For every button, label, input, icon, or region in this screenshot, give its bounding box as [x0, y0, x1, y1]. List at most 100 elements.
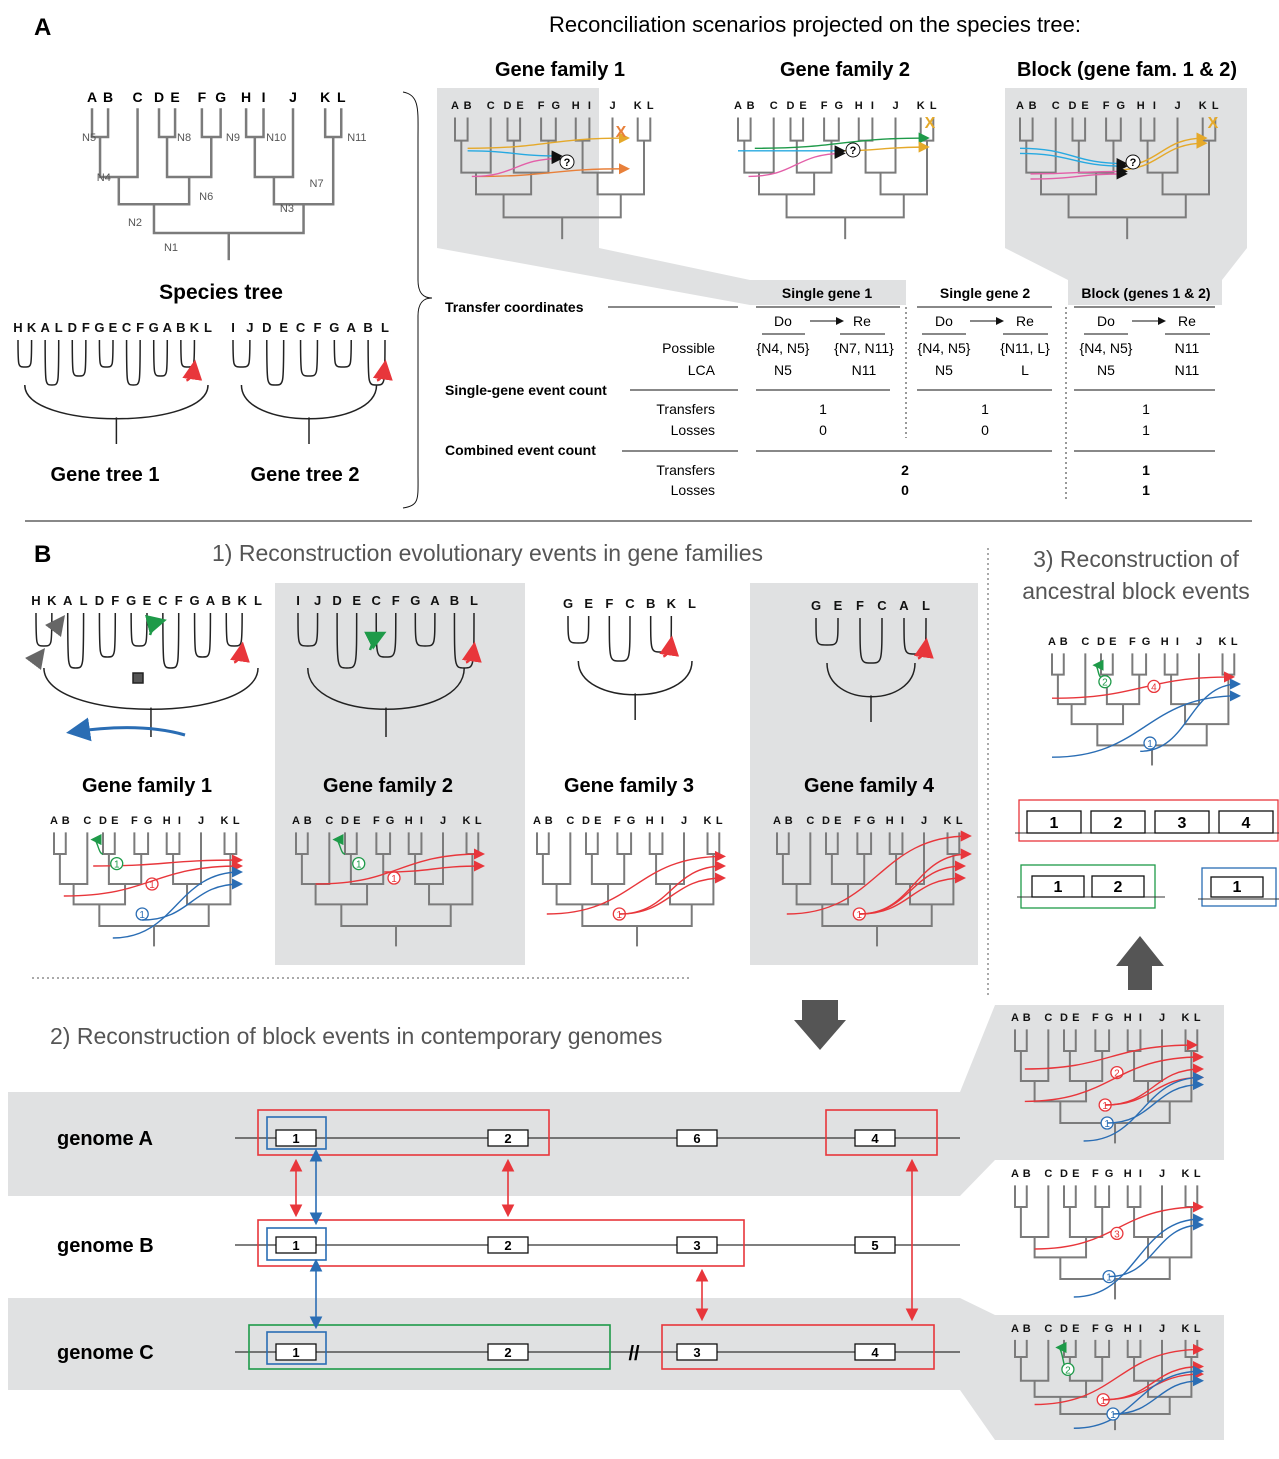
- table-col-head-2: Single gene 2: [940, 285, 1030, 301]
- species-tree-branch: [536, 832, 550, 855]
- gene-leaf-J: J: [246, 320, 253, 335]
- leaf-label-K: K: [463, 815, 471, 827]
- gene-leaf-C: C: [625, 596, 635, 611]
- leaf-label-B: B: [747, 100, 755, 112]
- lca-cell: N5: [935, 362, 953, 378]
- species-tree-branch: [616, 832, 633, 855]
- ancestral-species-tree: A B C D E F G H I J K L 4 1 2: [1048, 636, 1241, 766]
- event-number: 1: [139, 910, 145, 921]
- gene-tree-branch: [152, 339, 169, 377]
- species-tree-branch: [823, 117, 840, 142]
- node-label-N7: N7: [310, 178, 324, 190]
- gene-box-label: 6: [693, 1131, 700, 1146]
- gene-box-label: 1: [1054, 879, 1063, 896]
- event-number: 1: [1106, 1273, 1112, 1284]
- gene-leaf-J: J: [314, 593, 321, 608]
- mini-species-trees: A B C D E F G H I J K L?XA B C D E F G H I J K L?XA B C D E F G H I J K L…: [50, 100, 1241, 1431]
- species-tree-branch: [590, 854, 626, 885]
- leaf-label-E: E: [353, 815, 360, 827]
- re-label-3: Re: [1178, 313, 1196, 329]
- leaf-label-B: B: [1023, 1012, 1031, 1024]
- gene-box: [1091, 875, 1145, 898]
- gene-box: [487, 1236, 529, 1254]
- species-tree-branch: [1100, 653, 1114, 676]
- gene-box-label: 4: [871, 1131, 879, 1146]
- event-number-circle: [110, 856, 124, 871]
- transfer-curve: [1019, 152, 1128, 172]
- species-leaf-D: D: [154, 89, 164, 105]
- leaf-label-B: B: [304, 815, 312, 827]
- transfer-curve: [619, 872, 726, 915]
- event-number: 4: [1151, 682, 1157, 693]
- leaf-label-B: B: [464, 100, 472, 112]
- table-col-head-3: Block (genes 1 & 2): [1081, 285, 1210, 301]
- species-tree-branch: [1056, 653, 1087, 706]
- gene-leaf-D: D: [68, 320, 77, 335]
- species-tree-branch: [857, 117, 874, 142]
- gene-box-label: 4: [1242, 815, 1251, 832]
- event-number-circle: [352, 856, 366, 871]
- combined-losses-block: 1: [1142, 482, 1150, 498]
- event-number-circle: [1110, 1226, 1124, 1241]
- re-label-2: Re: [1016, 313, 1034, 329]
- transfer-curve: [1116, 137, 1208, 171]
- transfer-arrow: [372, 359, 393, 382]
- transfer-curve: [619, 860, 726, 915]
- event-number-circle: [1098, 675, 1112, 689]
- node-label-N1: N1: [164, 242, 178, 254]
- gene-leaf-A: A: [40, 320, 50, 335]
- gene-box: [676, 1343, 718, 1361]
- up-arrow-icon: [1116, 936, 1164, 990]
- transfer-curve: [1107, 1079, 1204, 1124]
- gene-leaf-B: B: [363, 320, 372, 335]
- leaf-label-H: H: [572, 100, 580, 112]
- do-label-2: Do: [935, 313, 953, 329]
- leaf-label-D: D: [1069, 100, 1077, 112]
- gene-leaf-G: G: [329, 320, 339, 335]
- question-mark: ?: [1130, 157, 1137, 169]
- leaf-label-D: D: [99, 815, 107, 827]
- leaf-label-G: G: [1105, 1012, 1114, 1024]
- gene-tree-branch: [17, 339, 33, 368]
- gene-box-label: 3: [693, 1238, 700, 1253]
- node-label-N5: N5: [82, 132, 96, 144]
- ancestral-blocks: 1 2 3 4 1 2 1: [1015, 799, 1279, 909]
- leaf-label-F: F: [1129, 636, 1136, 648]
- panel-a-letter: A: [34, 14, 51, 41]
- gene-box: [854, 1236, 896, 1254]
- leaf-label-J: J: [892, 100, 898, 112]
- leaf-label-G: G: [1117, 100, 1126, 112]
- gene-tree-backbone: [43, 667, 259, 710]
- event-number-circle: [145, 877, 159, 891]
- leaf-label-A: A: [773, 815, 781, 827]
- leaf-label-L: L: [233, 815, 240, 827]
- gene-box-label: 2: [1114, 815, 1123, 832]
- gene-tree-branch: [859, 617, 883, 664]
- leaf-label-K: K: [917, 100, 925, 112]
- leaf-label-F: F: [1092, 1168, 1099, 1180]
- leaf-label-I: I: [420, 815, 423, 827]
- question-circle: [1125, 154, 1141, 170]
- gene-leaf-L: L: [254, 593, 262, 608]
- transfer-arrow-grey: [45, 614, 65, 638]
- blue-block-outline: [1201, 867, 1277, 907]
- leaf-label-I: I: [1139, 1323, 1142, 1335]
- leaf-label-I: I: [901, 815, 904, 827]
- gene-leaf-I: I: [231, 320, 235, 335]
- species-tree-branch: [323, 108, 343, 139]
- leaf-label-A: A: [734, 100, 742, 112]
- leaf-label-L: L: [1194, 1012, 1201, 1024]
- transfer-curve: [1024, 1039, 1199, 1070]
- red-block-outline: [825, 1109, 938, 1156]
- gene-leaf-D: D: [262, 320, 271, 335]
- gene-leaf-G: G: [811, 598, 821, 613]
- down-arrow-icon: [794, 1000, 846, 1050]
- gene-tree-branch: [336, 612, 358, 669]
- genomes: genome A 1 2 6 4 genome B 1 2 3 5 genome C 1 2 3 4 //: [57, 1109, 960, 1370]
- event-number: 2: [1102, 678, 1108, 689]
- leaf-label-F: F: [1092, 1012, 1099, 1024]
- gene-tree-branch: [567, 615, 590, 644]
- re-label-1: Re: [853, 313, 871, 329]
- leaf-label-A: A: [1011, 1168, 1019, 1180]
- species-tree-branch: [98, 904, 210, 927]
